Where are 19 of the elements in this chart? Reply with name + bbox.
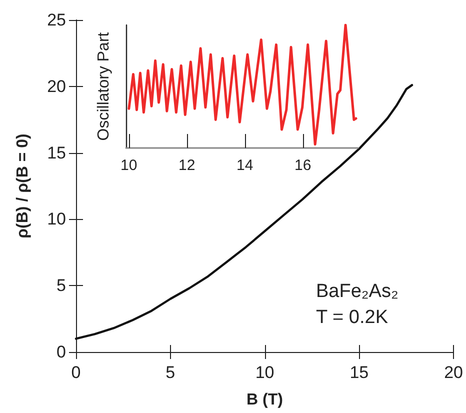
x-tick-label: 0: [71, 363, 81, 382]
x-tick-label: 12: [178, 157, 196, 174]
x-axis-title: B (T): [246, 392, 283, 408]
x-tick-label: 10: [120, 157, 138, 174]
x-tick-label: 15: [350, 363, 369, 382]
y-tick-label: 0: [56, 342, 66, 362]
y-tick-label: 25: [47, 10, 66, 30]
y-axis-title: ρ(B) / ρ(B = 0): [14, 134, 32, 238]
x-tick-label: 20: [444, 363, 464, 382]
annotation: T = 0.2K: [316, 307, 388, 328]
y-tick-label: 20: [47, 76, 66, 96]
x-tick-label: 14: [236, 157, 254, 174]
x-tick-label: 10: [255, 363, 274, 382]
y-tick-label: 5: [56, 276, 66, 296]
x-tick-label: 16: [294, 157, 312, 174]
y-axis-title: Oscillatory Part: [96, 32, 112, 141]
annotation: BaFe₂As₂: [316, 281, 398, 302]
x-tick-label: 5: [166, 363, 176, 382]
y-tick-label: 10: [47, 210, 66, 229]
